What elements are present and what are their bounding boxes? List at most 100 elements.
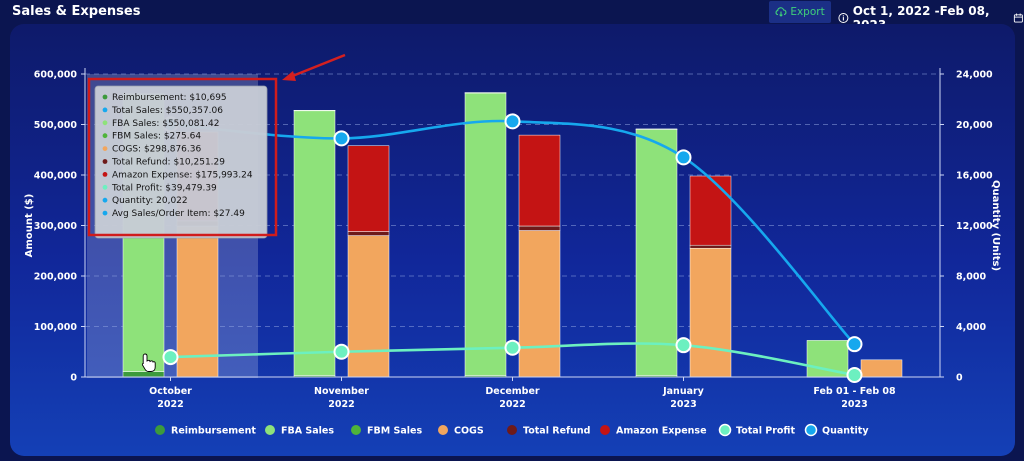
bar-reimbursement: [122, 371, 165, 378]
bar-cogs: [347, 235, 390, 378]
legend-label-quantity: Quantity: [822, 426, 869, 437]
quantity-line: [170, 119, 856, 346]
bar-cogs: [176, 225, 219, 378]
legend-label-amazon-expense: Amazon Expense: [616, 426, 707, 437]
bar-total-refund: [689, 244, 732, 249]
tooltip-marker: [102, 159, 108, 164]
legend-label-total-refund: Total Refund: [523, 426, 590, 437]
tooltip-line: Quantity: 20,022: [112, 196, 188, 206]
tooltip-line: COGS: $298,876.36: [112, 145, 201, 155]
tooltip-marker: [102, 120, 108, 126]
y-tick-label: 0: [70, 373, 77, 384]
legend-marker-fba-sales: [265, 425, 275, 435]
tooltip-marker: [102, 210, 108, 216]
x-tick-label: January: [662, 386, 705, 397]
y-axis-title: Amount ($): [24, 194, 35, 258]
legend-marker-cogs: [438, 425, 448, 435]
quantity-point: [846, 336, 863, 353]
x-tick-label: December: [485, 386, 540, 397]
tooltip-marker: [102, 172, 108, 177]
tooltip-line: FBA Sales: $550,081.42: [112, 119, 219, 129]
y-tick-label: 400,000: [34, 171, 78, 182]
bar-fbm-sales: [635, 128, 678, 130]
export-button[interactable]: Export: [769, 1, 831, 23]
legend-marker-fbm-sales: [351, 425, 361, 435]
legend-label-fbm-sales: FBM Sales: [367, 426, 422, 437]
bar-fba-sales: [464, 92, 507, 376]
quantity-point: [675, 149, 692, 166]
total-profit-point: [333, 343, 350, 360]
bar-fba-sales: [635, 128, 678, 376]
tooltip-box: [94, 85, 268, 239]
bar-cogs: [689, 247, 732, 378]
y2-tick-label: 20,000: [956, 120, 993, 131]
y2-axis-title: Quantity (Units): [990, 180, 1001, 271]
tooltip-marker: [102, 184, 108, 190]
tooltip-line: Total Profit: $39,479.39: [111, 183, 217, 193]
bar-cogs: [518, 230, 561, 378]
y2-tick-label: 12,000: [956, 221, 993, 232]
chart-title: Sales & Expenses: [12, 4, 141, 19]
cloud-download-icon: [775, 7, 787, 17]
header-bar: Sales & Expenses Export Oct 1, 2022 -Feb…: [0, 0, 1024, 32]
quantity-point: [333, 130, 350, 147]
x-tick-label-year: 2022: [499, 399, 525, 410]
legend-label-fba-sales: FBA Sales: [281, 426, 334, 437]
tooltip-line: Reimbursement: $10,695: [112, 93, 227, 103]
bar-amazon-expense: [347, 145, 390, 232]
legend-label-total-profit: Total Profit: [736, 426, 795, 437]
x-tick-label-year: 2023: [670, 399, 696, 410]
y2-tick-label: 0: [956, 373, 963, 384]
y-tick-label: 600,000: [34, 70, 78, 81]
x-tick-label-year: 2023: [841, 399, 867, 410]
x-tick-label: Feb 01 - Feb 08: [813, 386, 896, 397]
tooltip-line: Avg Sales/Order Item: $27.49: [112, 209, 245, 219]
export-label: Export: [790, 6, 825, 18]
tooltip-line: Total Sales: $550,357.06: [111, 106, 223, 116]
legend-label-reimbursement: Reimbursement: [171, 426, 256, 437]
info-icon: [838, 13, 849, 23]
x-tick-label-year: 2022: [328, 399, 354, 410]
x-tick-label: October: [149, 386, 192, 397]
quantity-point: [504, 113, 521, 130]
total-profit-point: [846, 366, 863, 383]
calendar-icon[interactable]: [1013, 12, 1024, 24]
bar-fbm-sales: [464, 92, 507, 94]
y-tick-label: 300,000: [34, 221, 78, 232]
annotation-highlight-box: [87, 77, 278, 237]
bar-fba-sales: [293, 110, 336, 376]
total-profit-point: [675, 337, 692, 354]
total-profit-point: [162, 349, 179, 366]
annotation-arrow: [289, 53, 346, 79]
y2-tick-label: 24,000: [956, 70, 993, 81]
y2-tick-label: 16,000: [956, 171, 993, 182]
x-tick-label: November: [314, 386, 369, 397]
tooltip-marker: [102, 197, 108, 203]
legend-label-cogs: COGS: [454, 426, 484, 437]
tooltip-line: FBM Sales: $275.64: [112, 132, 201, 142]
y-tick-label: 500,000: [34, 120, 78, 131]
legend-marker-total-profit: [718, 423, 732, 437]
y-tick-label: 100,000: [34, 322, 78, 333]
legend-marker-reimbursement: [155, 425, 165, 435]
legend-marker-amazon-expense: [600, 425, 610, 435]
hand-cursor-icon: [141, 353, 156, 372]
bar-total-refund: [347, 231, 390, 236]
legend-marker-total-refund: [507, 425, 517, 435]
tooltip-marker: [102, 133, 108, 139]
bar-cogs: [860, 359, 903, 378]
tooltip-line: Total Refund: $10,251.29: [111, 158, 225, 168]
tooltip-marker: [102, 94, 108, 100]
total-profit-point: [504, 339, 521, 356]
bar-fbm-sales: [293, 110, 336, 112]
annotation-arrowhead: [282, 71, 296, 81]
tooltip-marker: [102, 146, 108, 152]
x-tick-label-year: 2022: [157, 399, 183, 410]
bar-amazon-expense: [689, 175, 732, 246]
legend-marker-quantity: [804, 423, 818, 437]
y2-tick-label: 8,000: [956, 272, 986, 283]
bar-amazon-expense: [518, 134, 561, 227]
y-tick-label: 200,000: [34, 272, 78, 283]
y2-tick-label: 4,000: [956, 322, 986, 333]
